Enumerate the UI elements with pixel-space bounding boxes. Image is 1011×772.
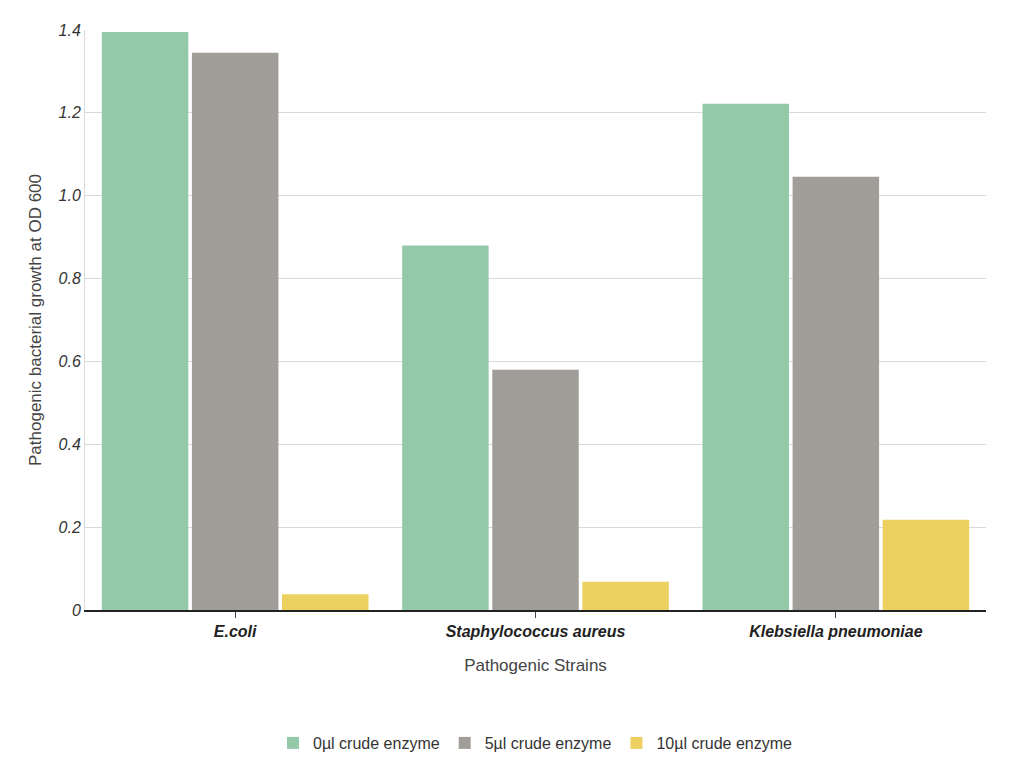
svg-text:E.coli: E.coli: [214, 623, 257, 640]
svg-text:10µl crude enzyme: 10µl crude enzyme: [656, 735, 792, 752]
svg-text:Klebsiella pneumoniae: Klebsiella pneumoniae: [749, 623, 922, 640]
svg-text:1.0: 1.0: [59, 187, 81, 204]
svg-text:1.4: 1.4: [59, 22, 81, 39]
svg-text:5µl crude enzyme: 5µl crude enzyme: [485, 735, 612, 752]
svg-text:Staphylococcus aureus: Staphylococcus aureus: [446, 623, 626, 640]
svg-text:0.4: 0.4: [59, 436, 81, 453]
svg-text:0µl crude enzyme: 0µl crude enzyme: [313, 735, 440, 752]
svg-text:Pathogenic Strains: Pathogenic Strains: [464, 656, 607, 675]
svg-text:0: 0: [72, 602, 81, 619]
svg-text:0.8: 0.8: [59, 270, 81, 287]
svg-text:1.2: 1.2: [59, 104, 81, 121]
svg-text:0.6: 0.6: [59, 353, 81, 370]
svg-text:Pathogenic bacterial growth at: Pathogenic bacterial growth at OD 600: [26, 174, 45, 466]
svg-text:0.2: 0.2: [59, 519, 81, 536]
